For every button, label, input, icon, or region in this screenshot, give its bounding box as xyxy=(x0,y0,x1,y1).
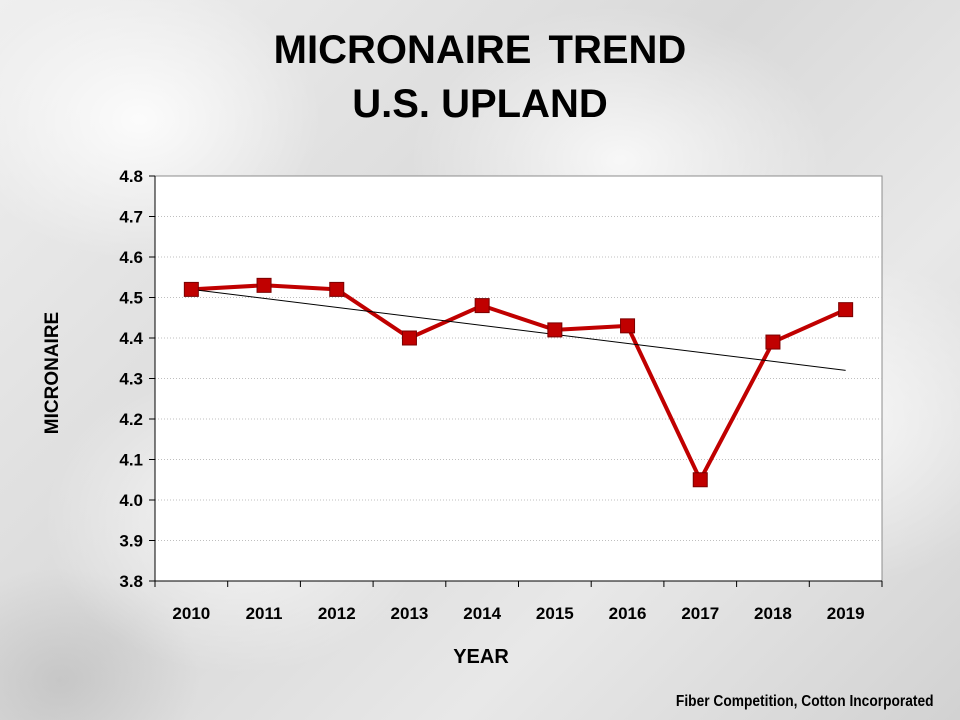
data-point-marker xyxy=(547,322,563,338)
x-tick-label: 2012 xyxy=(318,604,356,623)
y-tick-label: 4.3 xyxy=(119,370,143,389)
data-point-marker xyxy=(256,277,272,293)
data-point-marker xyxy=(183,281,199,297)
trendline xyxy=(191,288,846,371)
data-point-marker xyxy=(329,281,345,297)
x-axis-ticks: 2010 2011 2012 2013 2014 2015 2016 2017 2018 2019 xyxy=(172,604,864,623)
data-point-marker xyxy=(765,334,781,350)
gridlines xyxy=(155,216,882,541)
x-axis-label: YEAR xyxy=(453,646,509,668)
y-tick-label: 4.8 xyxy=(119,167,143,186)
series-group xyxy=(191,283,847,482)
y-tick-label: 3.9 xyxy=(119,532,143,551)
chart-subtitle: U.S. UPLAND xyxy=(352,82,608,126)
data-point-marker xyxy=(401,330,417,346)
data-point-marker xyxy=(838,302,854,318)
x-tick-label: 2015 xyxy=(536,604,574,623)
y-tick-label: 4.6 xyxy=(119,248,143,267)
x-tick-label: 2010 xyxy=(172,604,210,623)
trendline-group xyxy=(191,288,846,371)
axes xyxy=(149,175,883,587)
chart-title: MICRONAIRE TREND xyxy=(273,28,687,72)
data-point-marker xyxy=(620,318,636,334)
y-tick-label: 4.1 xyxy=(119,451,143,470)
x-tick-label: 2017 xyxy=(681,604,719,623)
y-tick-label: 3.8 xyxy=(119,572,143,591)
x-tick-label: 2016 xyxy=(609,604,647,623)
x-tick-label: 2011 xyxy=(246,604,283,623)
x-tick-label: 2018 xyxy=(754,604,792,623)
x-tick-label: 2014 xyxy=(463,604,501,623)
x-tick-label: 2013 xyxy=(391,604,429,623)
source-credit: Fiber Competition, Cotton Incorporated xyxy=(676,693,934,710)
data-point-marker xyxy=(474,298,490,314)
y-tick-label: 4.7 xyxy=(119,208,143,227)
y-axis-ticks: 3.8 3.9 4.0 4.1 4.2 4.3 4.4 4.5 4.6 4.7 4.8 xyxy=(119,167,143,591)
markers-group xyxy=(183,277,854,488)
y-tick-label: 4.0 xyxy=(119,491,143,510)
y-tick-label: 4.4 xyxy=(119,329,143,348)
y-tick-label: 4.2 xyxy=(119,410,143,429)
x-tick-label: 2019 xyxy=(827,604,865,623)
y-tick-label: 4.5 xyxy=(119,289,143,308)
data-point-marker xyxy=(692,472,708,488)
series-line xyxy=(191,283,847,482)
y-axis-label: MICRONAIRE xyxy=(42,312,63,434)
